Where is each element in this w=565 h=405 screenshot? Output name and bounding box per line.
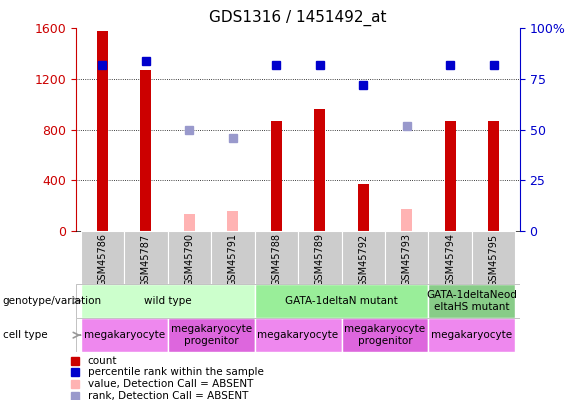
Text: GSM45790: GSM45790 — [184, 233, 194, 286]
Bar — [97, 31, 108, 231]
Text: megakaryocyte: megakaryocyte — [84, 330, 164, 340]
Text: GSM45793: GSM45793 — [402, 233, 412, 286]
Title: GDS1316 / 1451492_at: GDS1316 / 1451492_at — [209, 9, 387, 26]
Bar — [428, 231, 472, 284]
Text: rank, Detection Call = ABSENT: rank, Detection Call = ABSENT — [88, 391, 248, 401]
Text: GSM45788: GSM45788 — [271, 233, 281, 286]
Bar — [255, 231, 298, 284]
Bar — [255, 318, 341, 352]
Text: percentile rank within the sample: percentile rank within the sample — [88, 367, 264, 377]
Text: GSM45787: GSM45787 — [141, 233, 151, 287]
Bar — [341, 318, 428, 352]
Text: megakaryocyte
progenitor: megakaryocyte progenitor — [171, 324, 251, 346]
Bar — [298, 231, 341, 284]
Bar — [211, 231, 255, 284]
Text: GSM45794: GSM45794 — [445, 233, 455, 286]
Bar — [124, 231, 168, 284]
Text: GATA-1deltaNeod
eltaHS mutant: GATA-1deltaNeod eltaHS mutant — [427, 290, 518, 311]
Bar — [445, 121, 455, 231]
Bar — [81, 284, 255, 318]
Bar — [81, 231, 124, 284]
Bar — [168, 231, 211, 284]
Bar — [401, 209, 412, 231]
Text: cell type: cell type — [3, 330, 47, 340]
Bar — [428, 284, 515, 318]
Text: value, Detection Call = ABSENT: value, Detection Call = ABSENT — [88, 379, 253, 389]
Text: megakaryocyte: megakaryocyte — [432, 330, 512, 340]
Bar — [488, 121, 499, 231]
Bar — [184, 214, 195, 231]
Bar — [472, 231, 515, 284]
Bar — [168, 318, 255, 352]
Text: GSM45795: GSM45795 — [489, 233, 499, 287]
Bar — [358, 184, 369, 231]
Text: genotype/variation: genotype/variation — [3, 296, 102, 306]
Bar — [255, 284, 428, 318]
Bar — [271, 121, 282, 231]
Text: GSM45786: GSM45786 — [97, 233, 107, 286]
Text: GATA-1deltaN mutant: GATA-1deltaN mutant — [285, 296, 398, 306]
Bar — [227, 211, 238, 231]
Bar — [428, 318, 515, 352]
Bar — [385, 231, 428, 284]
Text: GSM45791: GSM45791 — [228, 233, 238, 286]
Text: GSM45792: GSM45792 — [358, 233, 368, 287]
Bar — [314, 109, 325, 231]
Text: count: count — [88, 356, 118, 366]
Bar — [141, 70, 151, 231]
Text: wild type: wild type — [144, 296, 192, 306]
Bar — [341, 231, 385, 284]
Text: megakaryocyte: megakaryocyte — [258, 330, 338, 340]
Bar — [81, 318, 168, 352]
Text: GSM45789: GSM45789 — [315, 233, 325, 286]
Text: megakaryocyte
progenitor: megakaryocyte progenitor — [345, 324, 425, 346]
